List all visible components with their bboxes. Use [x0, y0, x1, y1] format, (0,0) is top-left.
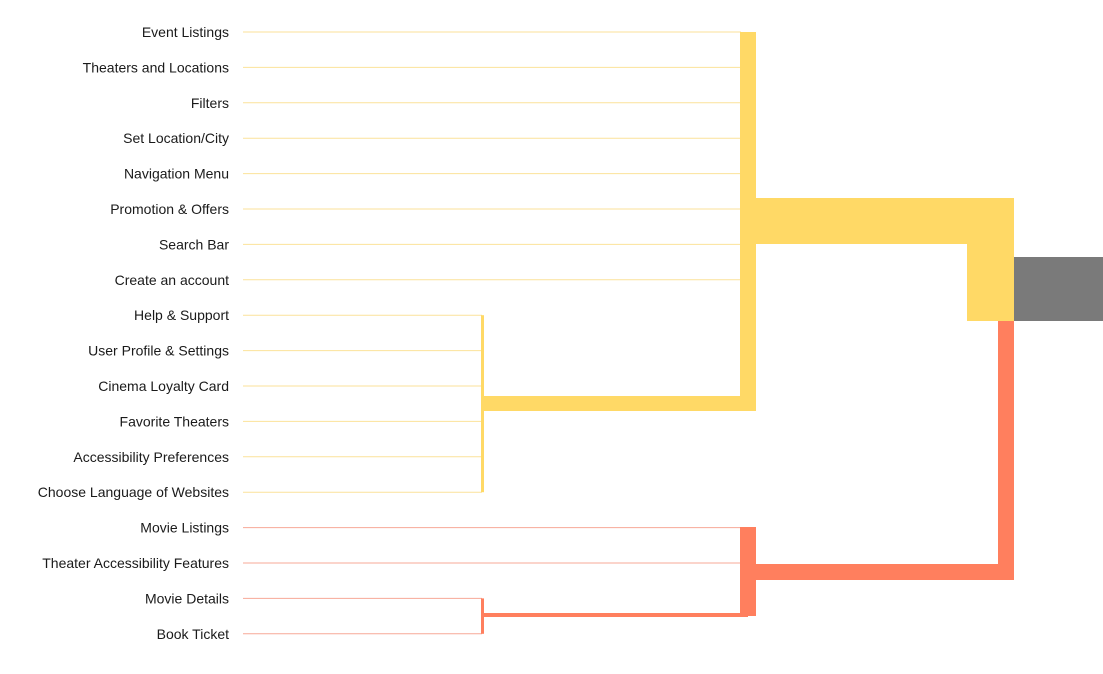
- coral-subcluster-link: [482, 613, 748, 617]
- leaf-label: Event Listings: [142, 24, 229, 40]
- branch-links: [243, 31, 1103, 635]
- leaf-label: Create an account: [115, 272, 230, 288]
- yellow-main-bracket: [740, 32, 756, 411]
- yellow-subcluster-link: [482, 396, 742, 411]
- leaf-label: Set Location/City: [123, 130, 229, 146]
- leaf-label: Theater Accessibility Features: [42, 555, 229, 571]
- leaf-label: User Profile & Settings: [88, 343, 229, 359]
- yellow-root-bracket: [967, 198, 1014, 321]
- leaf-label: Choose Language of Websites: [38, 484, 229, 500]
- leaf-label: Movie Details: [145, 590, 229, 606]
- leaf-label: Navigation Menu: [124, 166, 229, 182]
- leaf-label: Search Bar: [159, 236, 229, 252]
- leaf-label: Favorite Theaters: [120, 413, 229, 429]
- leaf-label: Promotion & Offers: [110, 201, 229, 217]
- leaf-label: Help & Support: [134, 307, 229, 323]
- leaf-labels: Event Listings Theaters and Locations Filt…: [38, 24, 230, 642]
- leaf-label: Cinema Loyalty Card: [98, 378, 229, 394]
- leaf-label: Theaters and Locations: [83, 59, 229, 75]
- leaf-label: Filters: [191, 95, 229, 111]
- leaf-label: Book Ticket: [157, 626, 229, 642]
- coral-main-link: [756, 564, 1014, 580]
- root-node: [1014, 257, 1103, 321]
- coral-main-bracket: [740, 527, 756, 616]
- coral-root-bracket: [998, 321, 1014, 580]
- leaf-label: Accessibility Preferences: [73, 449, 229, 465]
- leaf-label: Movie Listings: [140, 520, 229, 536]
